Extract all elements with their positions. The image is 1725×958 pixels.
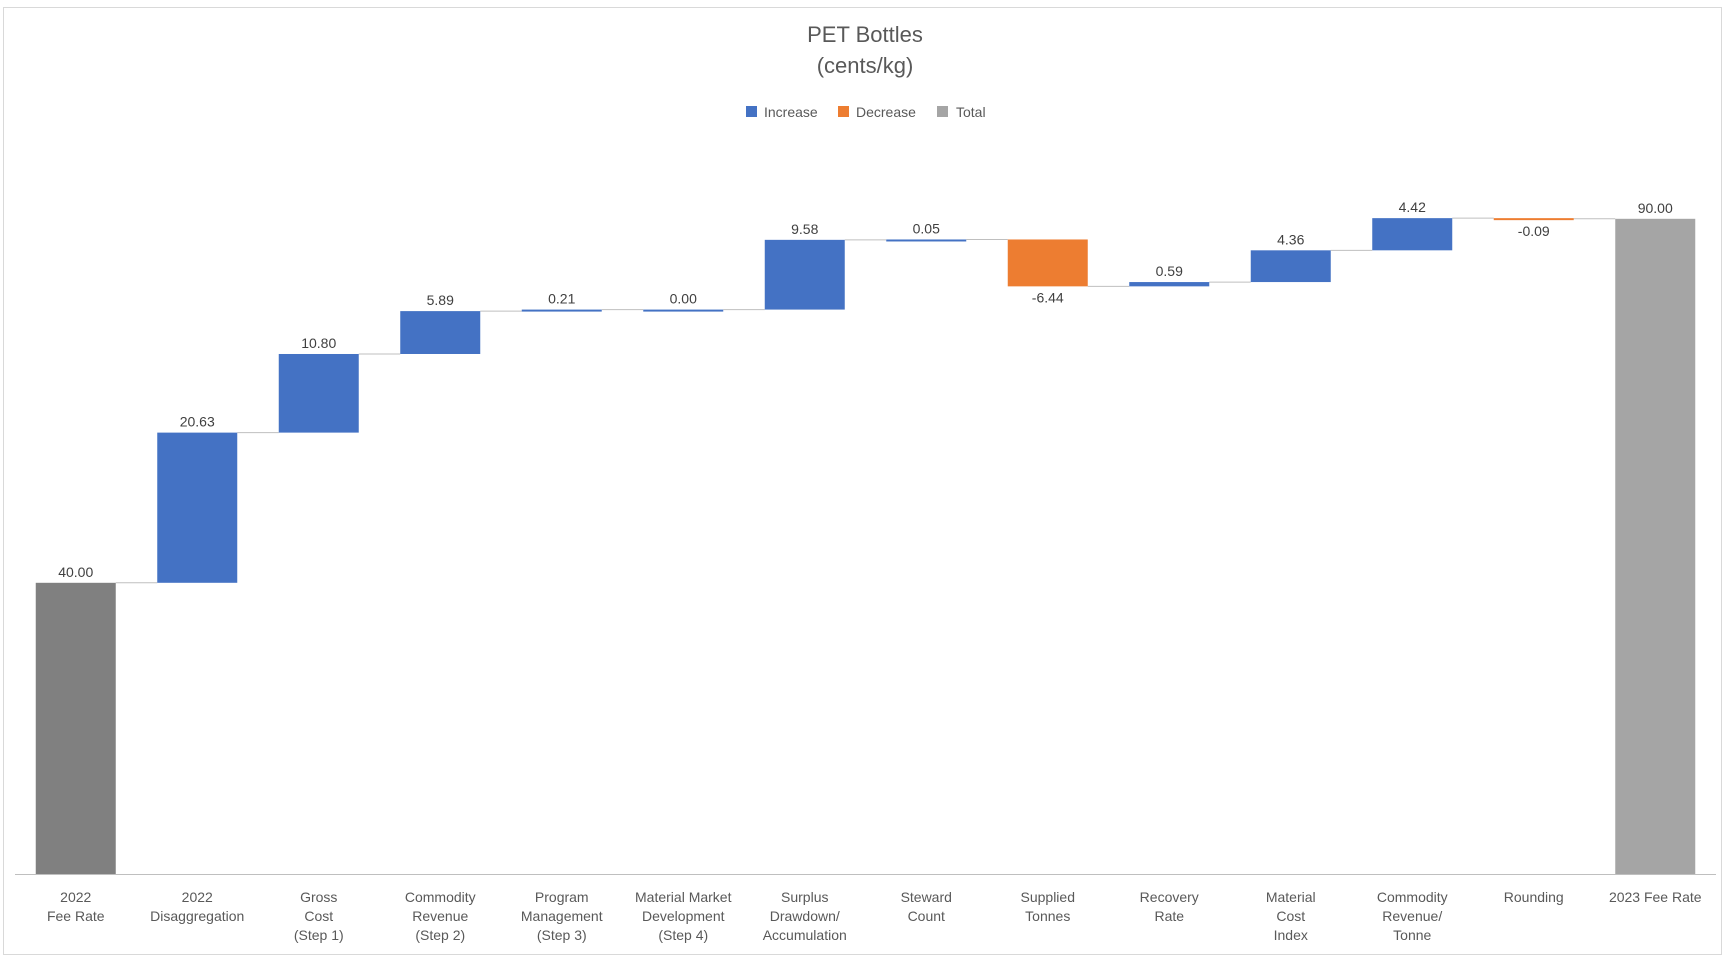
category-label-0-1: Fee Rate bbox=[47, 908, 105, 924]
legend-decrease-label: Decrease bbox=[856, 104, 916, 120]
bar-6 bbox=[764, 239, 845, 310]
legend-total-swatch bbox=[937, 106, 948, 117]
category-label-7-1: Count bbox=[908, 908, 945, 924]
category-label-10-0: Material bbox=[1266, 889, 1316, 905]
data-label-5: 0.00 bbox=[670, 291, 697, 307]
data-label-13: 90.00 bbox=[1638, 200, 1673, 216]
category-label-4-2: (Step 3) bbox=[537, 927, 587, 943]
category-label-7-0: Steward bbox=[901, 889, 952, 905]
data-label-12: -0.09 bbox=[1518, 223, 1550, 239]
category-label-9-0: Recovery bbox=[1140, 889, 1199, 905]
category-label-13-0: 2023 Fee Rate bbox=[1609, 889, 1702, 905]
chart-title: PET Bottles bbox=[807, 22, 923, 47]
category-label-3-2: (Step 2) bbox=[415, 927, 465, 943]
category-label-4-0: Program bbox=[535, 889, 589, 905]
category-label-4-1: Management bbox=[521, 908, 603, 924]
category-label-5-2: (Step 4) bbox=[658, 927, 708, 943]
legend-decrease-swatch bbox=[838, 106, 849, 117]
bar-11 bbox=[1372, 218, 1453, 251]
bar-12 bbox=[1493, 218, 1574, 221]
legend-total-label: Total bbox=[956, 104, 986, 120]
bar-13 bbox=[1615, 218, 1696, 875]
category-label-8-1: Tonnes bbox=[1025, 908, 1070, 924]
category-label-2-0: Gross bbox=[300, 889, 337, 905]
category-label-5-1: Development bbox=[642, 908, 725, 924]
legend: Increase Decrease Total bbox=[746, 104, 986, 120]
bar-10 bbox=[1250, 250, 1331, 283]
data-labels: 40.00 20.63 10.80 5.89 0.21 0.00 9.58 0.05 -6.44… bbox=[58, 199, 1673, 580]
legend-increase-label: Increase bbox=[764, 104, 818, 120]
category-label-11-0: Commodity bbox=[1377, 889, 1448, 905]
chart-subtitle: (cents/kg) bbox=[817, 53, 914, 78]
category-label-6-1: Drawdown/ bbox=[770, 908, 840, 924]
data-label-4: 0.21 bbox=[548, 291, 575, 307]
connector-lines bbox=[115, 217, 1616, 584]
data-label-8: -6.44 bbox=[1032, 289, 1064, 305]
legend-increase-swatch bbox=[746, 106, 757, 117]
data-label-10: 4.36 bbox=[1277, 231, 1304, 247]
category-label-2-2: (Step 1) bbox=[294, 927, 344, 943]
category-label-6-0: Surplus bbox=[781, 889, 828, 905]
category-label-12-0: Rounding bbox=[1504, 889, 1564, 905]
bar-9 bbox=[1129, 282, 1210, 287]
data-label-1: 20.63 bbox=[180, 414, 215, 430]
category-label-6-2: Accumulation bbox=[763, 927, 847, 943]
bar-5 bbox=[643, 309, 724, 312]
category-label-11-2: Tonne bbox=[1393, 927, 1431, 943]
category-label-11-1: Revenue/ bbox=[1382, 908, 1442, 924]
category-labels: 2022 Fee Rate 2022 Disaggregation Gross Cost (… bbox=[47, 889, 1702, 943]
category-label-0-0: 2022 bbox=[60, 889, 91, 905]
category-label-2-1: Cost bbox=[304, 908, 333, 924]
bar-0 bbox=[35, 582, 116, 874]
category-label-5-0: Material Market bbox=[635, 889, 732, 905]
bar-4 bbox=[521, 309, 602, 312]
category-label-8-0: Supplied bbox=[1021, 889, 1076, 905]
bar-1 bbox=[157, 432, 238, 583]
bar-3 bbox=[400, 311, 481, 354]
data-label-0: 40.00 bbox=[58, 564, 93, 580]
bar-8 bbox=[1007, 239, 1088, 287]
data-label-3: 5.89 bbox=[427, 292, 454, 308]
data-label-7: 0.05 bbox=[913, 220, 940, 236]
data-label-2: 10.80 bbox=[301, 335, 336, 351]
data-label-9: 0.59 bbox=[1156, 263, 1183, 279]
category-label-10-1: Cost bbox=[1276, 908, 1305, 924]
category-label-1-1: Disaggregation bbox=[150, 908, 244, 924]
data-label-6: 9.58 bbox=[791, 221, 818, 237]
category-label-10-2: Index bbox=[1274, 927, 1308, 943]
chart-area bbox=[3, 7, 1722, 955]
category-label-1-0: 2022 bbox=[182, 889, 213, 905]
bars bbox=[35, 218, 1696, 875]
data-label-11: 4.42 bbox=[1399, 199, 1426, 215]
category-label-3-0: Commodity bbox=[405, 889, 476, 905]
category-label-9-1: Rate bbox=[1154, 908, 1184, 924]
category-label-3-1: Revenue bbox=[412, 908, 468, 924]
bar-2 bbox=[278, 353, 359, 433]
bar-7 bbox=[886, 239, 967, 242]
